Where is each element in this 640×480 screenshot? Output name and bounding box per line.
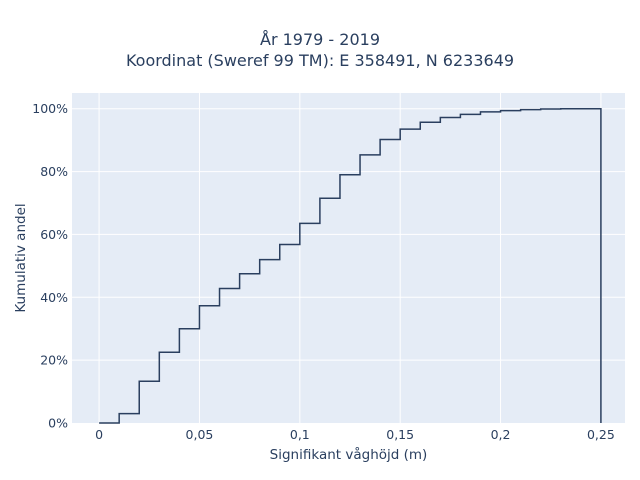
- y-tick-label: 80%: [40, 164, 68, 179]
- y-tick-label: 40%: [40, 290, 68, 305]
- x-tick-label: 0,1: [290, 427, 310, 442]
- tick-labels: 0 0,05 0,1 0,15 0,2 0,25 0% 20% 40% 60% 80% 100%: [32, 101, 615, 442]
- x-tick-label: 0,05: [186, 427, 214, 442]
- grid-lines: [72, 93, 625, 423]
- cdf-step-line: [99, 107, 602, 424]
- y-tick-label: 100%: [32, 101, 68, 116]
- x-tick-label: 0,15: [386, 427, 414, 442]
- y-tick-label: 20%: [40, 353, 68, 368]
- x-tick-label: 0,2: [491, 427, 511, 442]
- x-tick-label: 0,25: [587, 427, 615, 442]
- chart-title-line-2: Koordinat (Sweref 99 TM): E 358491, N 62…: [125, 51, 515, 70]
- y-tick-label: 60%: [40, 227, 68, 242]
- y-tick-label: 0%: [48, 416, 68, 431]
- y-axis-label: Kumulativ andel: [13, 203, 29, 313]
- chart-title-line-1: År 1979 - 2019: [260, 30, 380, 49]
- x-tick-label: 0: [95, 427, 103, 442]
- series-layer: [99, 107, 602, 424]
- x-axis-label: Signifikant våghöjd (m): [269, 447, 428, 463]
- plot-area: [72, 93, 625, 423]
